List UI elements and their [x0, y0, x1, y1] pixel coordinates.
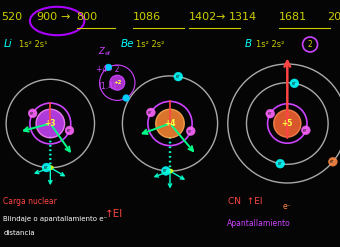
Circle shape — [169, 146, 171, 148]
Text: →: → — [61, 12, 70, 22]
Text: e⁻: e⁻ — [277, 161, 283, 166]
Circle shape — [49, 162, 52, 164]
Text: e⁻: e⁻ — [283, 202, 292, 211]
Text: CN  ↑EI: CN ↑EI — [228, 197, 262, 206]
Text: e⁻: e⁻ — [292, 81, 297, 86]
Ellipse shape — [65, 126, 74, 135]
Circle shape — [167, 169, 173, 174]
Text: →: → — [215, 12, 225, 22]
Ellipse shape — [328, 157, 337, 166]
Text: 1s² 2s²: 1s² 2s² — [256, 40, 284, 49]
Ellipse shape — [266, 109, 275, 118]
Text: e⁻: e⁻ — [175, 74, 181, 79]
Text: 2: 2 — [308, 40, 312, 49]
Text: e⁻: e⁻ — [44, 165, 49, 170]
Ellipse shape — [28, 109, 37, 118]
Text: +4: +4 — [164, 119, 176, 128]
Circle shape — [169, 142, 171, 144]
Text: e⁻: e⁻ — [267, 111, 273, 116]
Circle shape — [169, 170, 171, 172]
Text: ↑EI: ↑EI — [105, 209, 124, 219]
Text: 1314: 1314 — [228, 12, 257, 22]
Text: +3: +3 — [45, 119, 56, 128]
Text: e⁻: e⁻ — [67, 128, 72, 133]
Text: +2: +2 — [113, 80, 121, 85]
Text: ef: ef — [105, 51, 111, 56]
Circle shape — [169, 137, 171, 139]
Circle shape — [49, 149, 52, 151]
Text: 20: 20 — [327, 12, 340, 22]
Text: 1s² 2s¹: 1s² 2s¹ — [19, 40, 47, 49]
Circle shape — [49, 136, 52, 138]
Text: 520: 520 — [1, 12, 22, 22]
Text: +4 - 2: +4 - 2 — [96, 65, 120, 74]
Text: e⁻: e⁻ — [330, 159, 336, 164]
Ellipse shape — [156, 109, 184, 138]
Ellipse shape — [186, 127, 195, 135]
Text: 1402: 1402 — [189, 12, 217, 22]
Text: e⁻: e⁻ — [30, 111, 35, 116]
Ellipse shape — [110, 75, 125, 90]
Text: B: B — [245, 40, 252, 49]
Ellipse shape — [105, 64, 112, 71]
Circle shape — [49, 141, 52, 143]
Circle shape — [49, 154, 52, 156]
Circle shape — [47, 165, 54, 170]
Text: distancia: distancia — [3, 230, 35, 236]
Circle shape — [169, 165, 171, 167]
Ellipse shape — [276, 159, 285, 168]
Text: Carga nuclear: Carga nuclear — [3, 197, 57, 206]
Ellipse shape — [302, 126, 310, 135]
Circle shape — [49, 145, 52, 147]
Text: 1681: 1681 — [279, 12, 307, 22]
Text: e⁻: e⁻ — [163, 168, 169, 173]
Text: 1086: 1086 — [133, 12, 161, 22]
Text: Li: Li — [3, 40, 12, 49]
Text: e⁻: e⁻ — [148, 110, 154, 115]
Ellipse shape — [290, 79, 299, 88]
Circle shape — [169, 161, 171, 163]
Ellipse shape — [123, 95, 130, 102]
Text: +5: +5 — [282, 119, 293, 128]
Text: 800: 800 — [76, 12, 98, 22]
Circle shape — [49, 167, 52, 169]
Ellipse shape — [174, 72, 183, 81]
Circle shape — [169, 156, 171, 158]
Text: Apantallamiento: Apantallamiento — [227, 219, 291, 228]
Text: Be: Be — [121, 40, 134, 49]
Ellipse shape — [36, 109, 65, 138]
Text: Z: Z — [99, 47, 104, 56]
Text: 1s² 2s²: 1s² 2s² — [136, 40, 164, 49]
Text: e⁻: e⁻ — [303, 128, 309, 133]
Ellipse shape — [162, 166, 170, 175]
Ellipse shape — [274, 110, 301, 137]
Text: e⁻: e⁻ — [188, 128, 193, 134]
Ellipse shape — [42, 163, 51, 172]
Ellipse shape — [147, 108, 155, 117]
Text: (1.4): (1.4) — [99, 82, 117, 91]
Text: Blindaje o apantallamiento e⁻: Blindaje o apantallamiento e⁻ — [3, 216, 108, 222]
Circle shape — [169, 151, 171, 153]
Text: 900: 900 — [37, 12, 58, 22]
Circle shape — [49, 158, 52, 160]
